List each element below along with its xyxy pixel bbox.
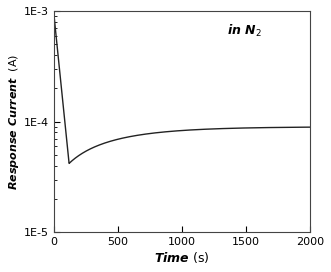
Y-axis label: $\mathbfit{Response\ Current}$  (A): $\mathbfit{Response\ Current}$ (A): [7, 54, 21, 190]
Text: in N$_2$: in N$_2$: [227, 23, 261, 39]
X-axis label: $\mathbfit{Time}$ (s): $\mathbfit{Time}$ (s): [154, 250, 210, 265]
